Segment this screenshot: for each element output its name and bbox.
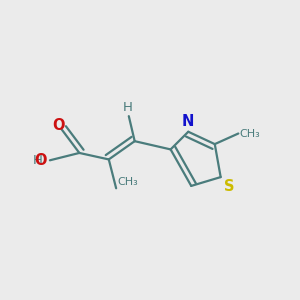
Text: N: N — [182, 114, 194, 129]
Text: CH₃: CH₃ — [118, 177, 138, 187]
Text: O: O — [52, 118, 64, 134]
Text: H: H — [122, 101, 132, 114]
Text: CH₃: CH₃ — [240, 128, 261, 139]
Text: S: S — [224, 179, 234, 194]
Text: O: O — [34, 153, 47, 168]
Text: H: H — [33, 154, 43, 167]
